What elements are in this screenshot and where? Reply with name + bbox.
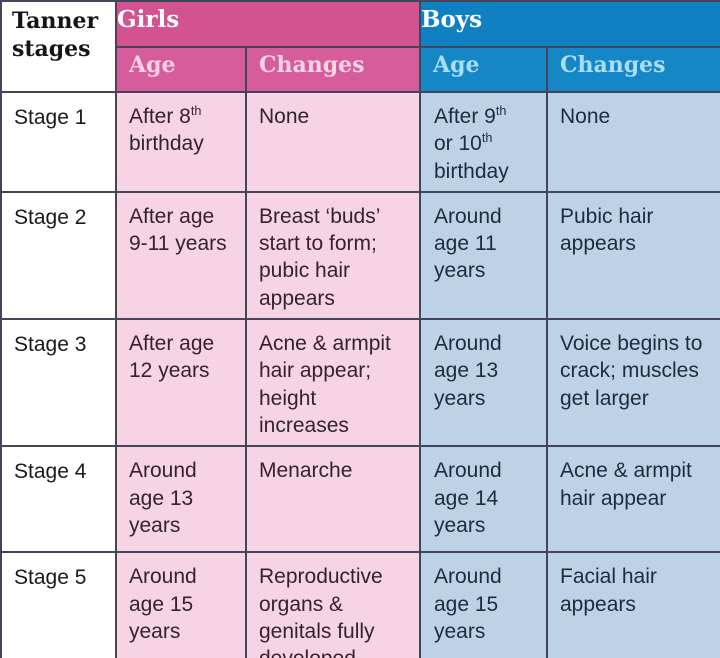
age-text: Around age 14 years <box>434 459 502 537</box>
stage-label: Stage 3 <box>0 318 117 448</box>
girls-age-cell: Around age 13 years <box>115 445 247 554</box>
boys-age-cell: Around age 11 years <box>419 190 548 321</box>
boys-changes-cell: Facial hair appears <box>546 551 720 658</box>
girls-age-cell: After age 12 years <box>115 318 247 448</box>
girls-age-column-header: Age <box>115 46 247 93</box>
age-text: birthday <box>434 159 509 183</box>
age-text: After 9 <box>434 105 496 128</box>
sub-header-row: Age Changes Age Changes <box>1 46 720 93</box>
ordinal-superscript: th <box>190 104 202 118</box>
girls-changes-cell: Breast ‘buds’ start to form; pubic hair … <box>245 190 421 321</box>
stage-label: Stage 5 <box>0 551 117 658</box>
boys-age-cell: After 9th or 10th birthday <box>419 91 548 193</box>
table-row-stage-1: Stage 1 After 8th birthday None After 9t… <box>0 91 720 193</box>
age-text: After age 9-11 years <box>129 204 227 256</box>
stage-label: Stage 1 <box>0 91 117 193</box>
girls-age-cell: Around age 15 years <box>115 551 247 658</box>
corner-header: Tanner stages <box>0 0 117 93</box>
boys-age-column-header: Age <box>419 46 548 93</box>
age-text: birthday <box>129 132 204 156</box>
girls-age-cell: After age 9-11 years <box>115 190 247 321</box>
ordinal-superscript: th <box>481 131 493 146</box>
age-text: Around age 15 years <box>129 565 197 643</box>
girls-changes-cell: Acne & armpit hair appear; height increa… <box>245 318 421 448</box>
boys-group-header: Boys <box>419 0 720 48</box>
boys-changes-cell: Pubic hair appears <box>546 190 720 321</box>
age-text: Around age 11 years <box>434 204 502 283</box>
stage-label: Stage 4 <box>0 445 117 554</box>
age-text: Around age 15 years <box>434 565 502 643</box>
table-row-stage-5: Stage 5 Around age 15 years Reproductive… <box>0 551 720 658</box>
boys-age-cell: Around age 13 years <box>419 318 548 448</box>
age-text: Around age 13 years <box>129 459 197 537</box>
stage-label: Stage 2 <box>0 190 117 321</box>
age-text: or 10 <box>434 132 482 156</box>
girls-changes-cell: Menarche <box>245 445 421 554</box>
age-text: After age 12 years <box>129 332 215 383</box>
boys-changes-cell: None <box>546 91 720 193</box>
age-text: Around age 13 years <box>434 332 502 410</box>
girls-changes-column-header: Changes <box>245 46 421 93</box>
girls-changes-cell: Reproductive organs & genitals fully dev… <box>245 551 421 658</box>
boys-age-cell: Around age 14 years <box>419 445 548 554</box>
group-header-row: Tanner stages Girls Boys <box>0 0 720 93</box>
table-row-stage-2: Stage 2 After age 9-11 years Breast ‘bud… <box>0 190 720 321</box>
boys-changes-cell: Voice begins to crack; muscles get large… <box>546 318 720 448</box>
boys-age-cell: Around age 15 years <box>419 551 548 658</box>
girls-group-header: Girls <box>115 0 421 48</box>
table-row-stage-3: Stage 3 After age 12 years Acne & armpit… <box>0 318 720 448</box>
boys-changes-column-header: Changes <box>546 46 720 93</box>
girls-changes-cell: None <box>245 91 421 193</box>
age-text: After 8 <box>129 105 191 128</box>
girls-age-cell: After 8th birthday <box>115 91 247 193</box>
boys-changes-cell: Acne & armpit hair appear <box>546 445 720 554</box>
ordinal-superscript: th <box>495 104 507 118</box>
table-row-stage-4: Stage 4 Around age 13 years Menarche Aro… <box>0 445 720 554</box>
